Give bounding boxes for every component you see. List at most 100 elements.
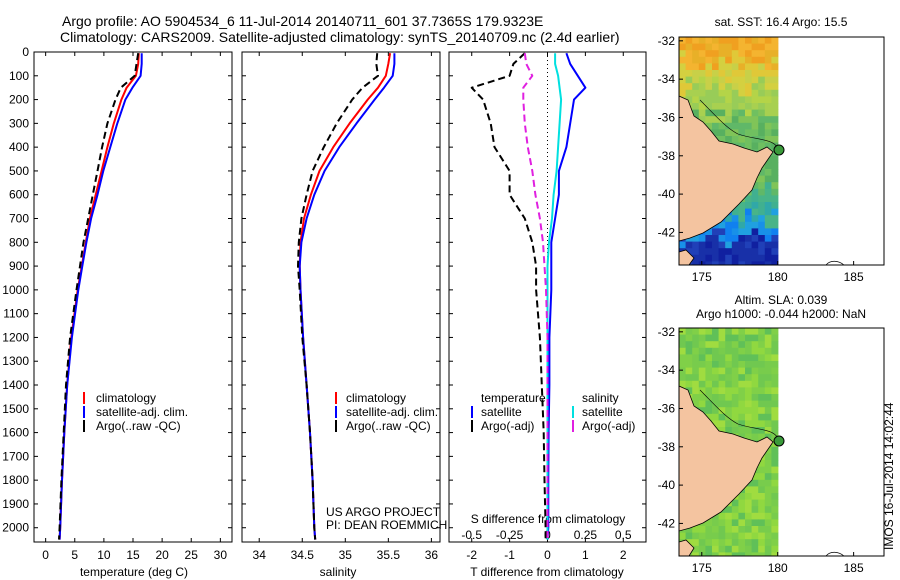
legend-label-satellite: satellite-adj. clim.	[346, 405, 438, 419]
sla-cell	[771, 446, 779, 454]
sla-cell	[725, 367, 733, 375]
sst-cell	[718, 76, 726, 84]
sla-cell	[738, 427, 746, 434]
south-island-land	[679, 249, 695, 265]
sla-cell	[679, 367, 686, 375]
sla-cell	[705, 367, 713, 375]
sst-cell	[751, 241, 759, 249]
sla-cell	[764, 361, 772, 368]
sla-cell	[738, 394, 746, 401]
sst-cell	[771, 76, 779, 84]
sla-cell	[712, 526, 719, 533]
sst-cell	[692, 63, 700, 71]
sla-cell	[692, 374, 700, 382]
sla-cell	[751, 361, 759, 368]
sst-cell	[685, 37, 693, 44]
sla-cell	[764, 446, 772, 454]
sst-cell	[705, 241, 713, 249]
sst-cell	[771, 129, 779, 137]
sla-cell	[771, 545, 779, 553]
sla-cell	[758, 387, 766, 395]
sla-cell	[751, 413, 759, 421]
sla-cell	[771, 460, 779, 467]
sst-cell	[718, 50, 726, 58]
sst-cell	[679, 43, 686, 51]
sst-cell	[692, 89, 700, 97]
sla-cell	[725, 512, 733, 520]
sst-cell	[731, 83, 739, 91]
sst-cell	[764, 182, 772, 190]
sst-cell	[705, 83, 713, 91]
sst-cell	[764, 56, 772, 64]
sla-cell	[725, 380, 733, 388]
sla-cell	[758, 460, 766, 467]
sst-cell	[712, 43, 719, 51]
sst-cell	[712, 235, 719, 242]
sst-cell	[692, 109, 700, 117]
sla-cell	[745, 526, 752, 533]
sst-cell	[731, 254, 739, 262]
series-line-argo-raw-qc	[58, 53, 140, 540]
x-tick-label: 34.5	[291, 548, 315, 562]
sst-cell	[725, 254, 733, 262]
sla-cell	[771, 532, 779, 540]
sla-cell	[745, 407, 752, 415]
sla-cell	[692, 341, 700, 349]
sla-cell	[718, 341, 726, 349]
sla-cell	[751, 387, 759, 395]
sla-cell	[725, 552, 733, 556]
sst-cell	[745, 221, 752, 229]
sst-map: 175 180 185 -32 -34 -36 -38 -40 -42	[658, 34, 885, 284]
sst-cell	[745, 63, 752, 71]
sla-cell	[692, 347, 700, 355]
sst-cell	[771, 162, 779, 170]
sst-cell	[745, 261, 752, 265]
sla-cell	[745, 380, 752, 388]
sla-cell	[745, 519, 752, 527]
sla-cell	[698, 539, 706, 547]
x-tick-label: 35.5	[377, 548, 401, 562]
sst-cell	[718, 63, 726, 71]
sla-cell	[738, 380, 746, 388]
sst-cell	[685, 70, 693, 77]
map-y-tick-label: -34	[658, 363, 676, 377]
sst-cell	[705, 261, 713, 265]
sst-cell	[679, 56, 686, 64]
sst-cell	[751, 50, 759, 58]
sst-cell	[745, 70, 752, 77]
sst-cell	[731, 122, 739, 130]
sst-cell	[764, 188, 772, 196]
sla-cell	[712, 413, 719, 421]
sst-cell	[698, 241, 706, 249]
sla-cell	[712, 545, 719, 553]
sla-cell	[731, 328, 739, 335]
sla-cell	[705, 552, 713, 556]
sst-cell	[725, 76, 733, 84]
sla-cell	[758, 361, 766, 368]
sst-cell	[698, 70, 706, 77]
sla-cell	[758, 512, 766, 520]
sst-cell	[731, 129, 739, 137]
sla-cell	[771, 486, 779, 494]
sst-cell	[712, 50, 719, 58]
sst-cell	[758, 175, 766, 183]
sla-cell	[718, 394, 726, 401]
sla-cell	[731, 334, 739, 342]
sla-cell	[725, 400, 733, 408]
series-line-argo-adj	[470, 52, 547, 540]
sst-cell	[745, 254, 752, 262]
sla-cell	[692, 354, 700, 362]
sla-cell	[758, 552, 766, 556]
sst-cell	[712, 76, 719, 84]
sla-cell	[685, 374, 693, 382]
sst-cell	[751, 215, 759, 223]
sst-cell	[771, 248, 779, 256]
sla-cell	[685, 328, 693, 335]
sst-cell	[745, 109, 752, 117]
sla-cell	[758, 433, 766, 441]
map-y-tick-label: -34	[658, 72, 676, 86]
sla-cell	[712, 367, 719, 375]
sst-cell	[764, 50, 772, 58]
legend-label-climatology: climatology	[346, 391, 406, 405]
sst-cell	[725, 56, 733, 64]
